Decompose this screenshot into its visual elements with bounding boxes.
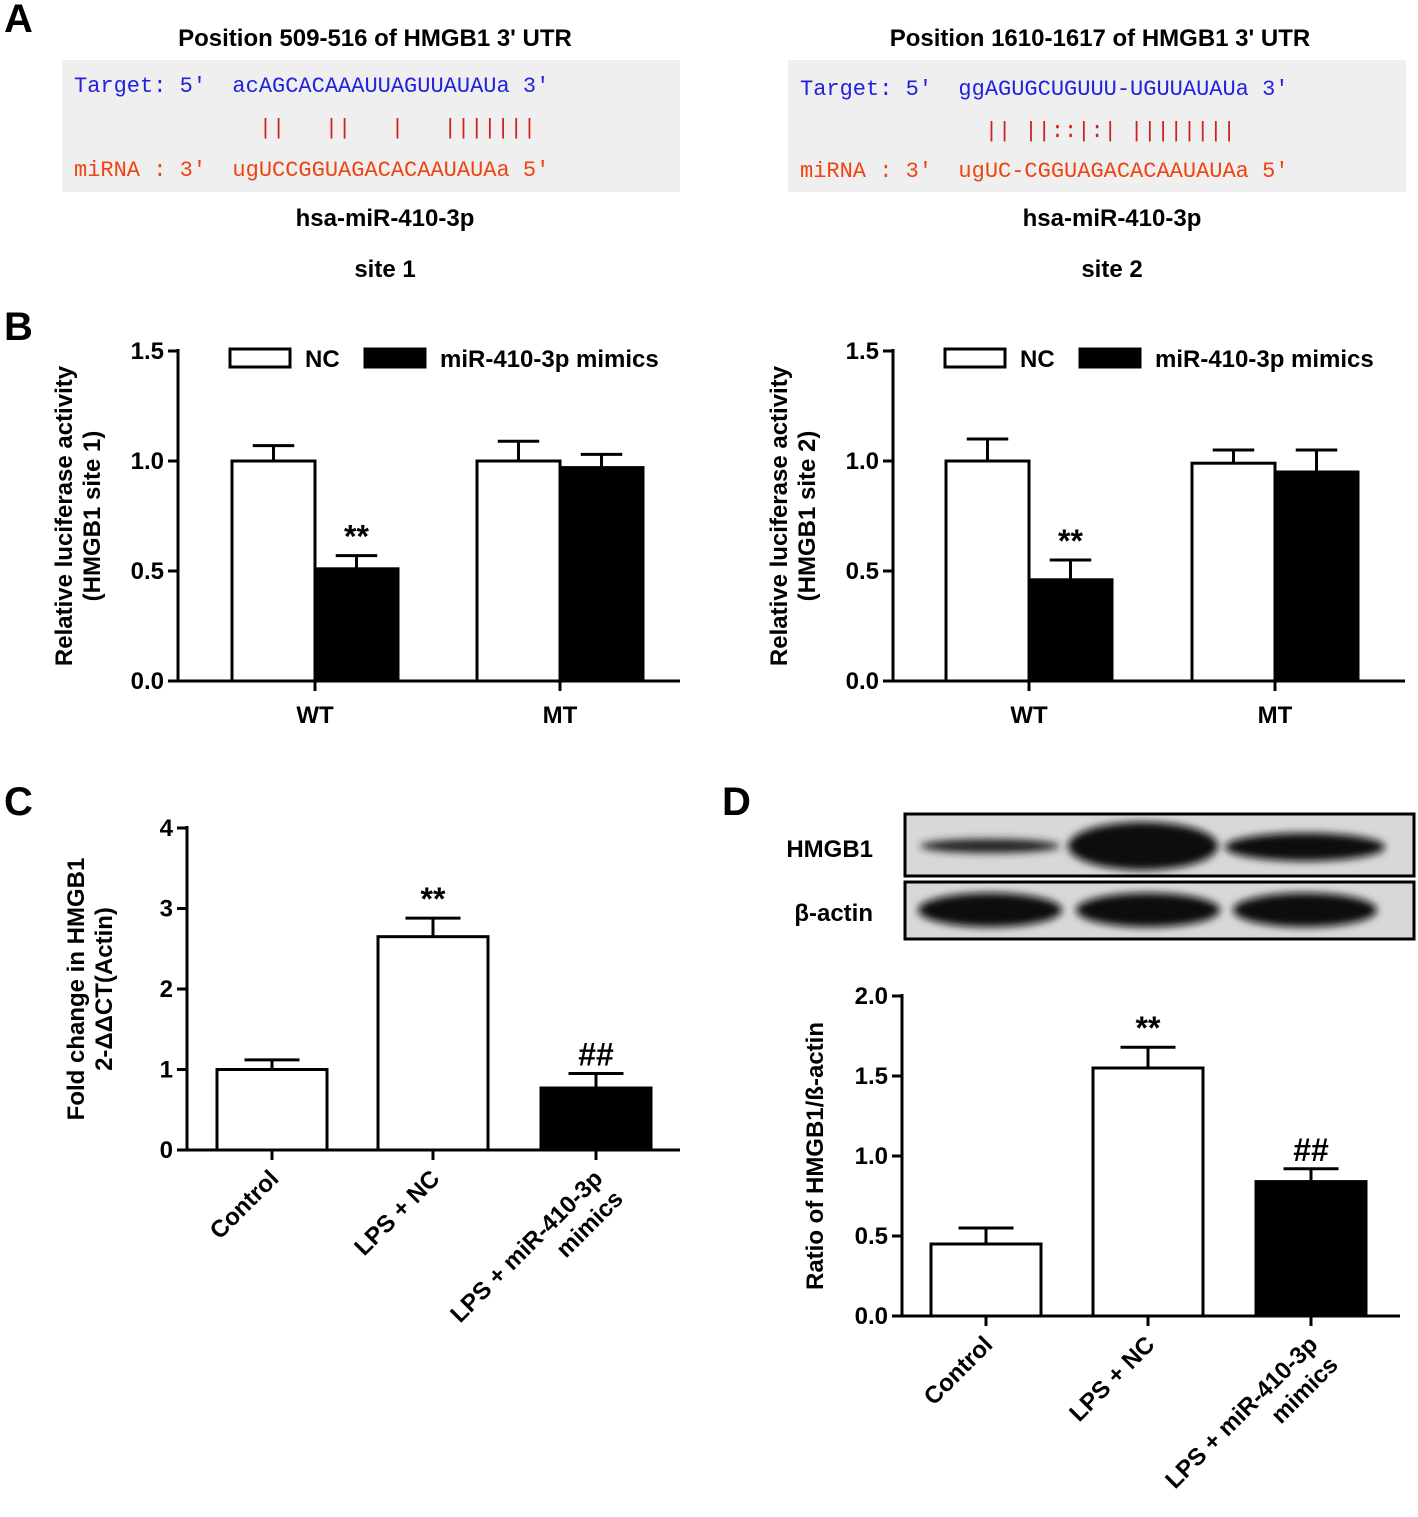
significance-label: **: [421, 881, 446, 917]
y-axis-label: Relative luciferase activity: [51, 365, 78, 666]
bar: [376, 935, 490, 1152]
significance-label: ##: [1293, 1132, 1329, 1168]
alignment-title: Position 1610-1617 of HMGB1 3' UTR: [890, 25, 1310, 52]
x-tick-label: MT: [543, 702, 578, 729]
y-tick-label: 1.5: [131, 338, 164, 365]
x-tick-label: WT: [296, 702, 334, 729]
y-axis-label: (HMGB1 site 1): [79, 431, 106, 602]
x-tick-label: Control: [919, 1331, 998, 1410]
legend-swatch: [943, 347, 1007, 369]
bar: [944, 459, 1031, 683]
y-tick-label: 0.5: [131, 558, 164, 585]
legend-label: miR-410-3p mimics: [1155, 346, 1374, 373]
error-bar: [580, 452, 623, 468]
blot-label: β-actin: [794, 900, 873, 927]
error-bar: [1295, 448, 1338, 472]
target-seq: Target: 5' acAGCACAAAUUAGUUAUAUa 3': [74, 74, 549, 99]
error-bar: [958, 1226, 1014, 1244]
panel-label: B: [4, 305, 33, 349]
legend-swatch: [1078, 347, 1142, 369]
x-tick-label: LPS + miR-410-3pmimics: [1160, 1331, 1343, 1514]
y-tick-label: 1.0: [131, 448, 164, 475]
x-tick-label: WT: [1010, 702, 1048, 729]
bar: [539, 1086, 653, 1152]
y-tick-label: 4: [160, 815, 174, 842]
error-bar: [244, 1058, 300, 1070]
bar: [1273, 470, 1360, 683]
error-bar: [1212, 448, 1255, 464]
x-tick-label: MT: [1258, 702, 1293, 729]
legend-label: NC: [1020, 346, 1055, 373]
x-tick-label: LPS + NC: [349, 1165, 445, 1261]
y-tick-label: 1: [160, 1057, 173, 1084]
target-seq: Target: 5' ggAGUGCUGUUU-UGUUAUAUa 3': [800, 77, 1288, 102]
y-axis-label: Ratio of HMGB1/ß-actin: [802, 1022, 829, 1290]
bar: [1027, 578, 1114, 683]
y-tick-label: 1.0: [855, 1143, 888, 1170]
alignment-box: [62, 60, 680, 192]
alignment-title: Position 509-516 of HMGB1 3' UTR: [178, 25, 572, 52]
error-bar: [1120, 1045, 1176, 1068]
y-axis-label: Relative luciferase activity: [766, 365, 793, 666]
y-axis-label: (HMGB1 site 2): [794, 431, 821, 602]
pairing: || || | |||||||: [74, 116, 536, 141]
significance-label: **: [1058, 523, 1083, 559]
alignment-box: [788, 60, 1406, 192]
pairing: || ||::|:| ||||||||: [800, 119, 1236, 144]
bar: [929, 1242, 1043, 1318]
y-tick-label: 2: [160, 976, 173, 1003]
x-tick-label: LPS + NC: [1064, 1331, 1160, 1427]
y-tick-label: 0.5: [846, 558, 879, 585]
y-tick-label: 3: [160, 896, 173, 923]
error-bar: [1283, 1167, 1339, 1182]
y-tick-label: 0.0: [131, 668, 164, 695]
error-bar: [335, 554, 378, 569]
y-tick-label: 2.0: [855, 983, 888, 1010]
panel-label: C: [4, 780, 33, 824]
bar: [1254, 1180, 1368, 1318]
legend-swatch: [228, 347, 292, 369]
bar: [475, 459, 562, 683]
panel-label: D: [722, 780, 751, 824]
legend-swatch: [363, 347, 427, 369]
blot-label: HMGB1: [786, 836, 873, 863]
mirna-seq: miRNA : 3' ugUCCGGUAGACACAAUAUAa 5': [74, 158, 549, 183]
mirna-seq: miRNA : 3' ugUC-CGGUAGACACAAUAUAa 5': [800, 159, 1288, 184]
y-tick-label: 0: [160, 1137, 173, 1164]
error-bar: [1049, 558, 1092, 580]
y-axis-label: Fold change in HMGB1: [63, 858, 90, 1121]
error-bar: [966, 437, 1009, 461]
mirna-name: hsa-miR-410-3p: [1023, 205, 1202, 232]
error-bar: [405, 916, 461, 937]
x-tick-label: LPS + miR-410-3pmimics: [445, 1165, 628, 1348]
error-bar: [252, 444, 295, 461]
y-tick-label: 1.5: [855, 1063, 888, 1090]
legend-label: NC: [305, 346, 340, 373]
y-tick-label: 1.5: [846, 338, 879, 365]
y-tick-label: 1.0: [846, 448, 879, 475]
significance-label: **: [344, 519, 369, 555]
error-bar: [568, 1072, 624, 1089]
mirna-name: hsa-miR-410-3p: [296, 205, 475, 232]
site-label: site 1: [354, 256, 415, 283]
significance-label: **: [1136, 1010, 1161, 1046]
bar: [215, 1068, 329, 1152]
bar: [558, 466, 645, 683]
y-tick-label: 0.0: [855, 1303, 888, 1330]
legend-label: miR-410-3p mimics: [440, 346, 659, 373]
x-tick-label: Control: [205, 1165, 284, 1244]
y-tick-label: 0.5: [855, 1223, 888, 1250]
site-label: site 2: [1081, 256, 1142, 283]
blot-bands: [918, 822, 1385, 927]
error-bar: [497, 439, 540, 461]
bar: [1091, 1066, 1205, 1318]
significance-label: ##: [578, 1037, 614, 1073]
panel-label: A: [4, 0, 33, 41]
bar: [230, 459, 317, 683]
y-tick-label: 0.0: [846, 668, 879, 695]
bar: [1190, 461, 1277, 683]
y-axis-label: 2-ΔΔCT(Actin): [91, 907, 118, 1071]
bar: [313, 567, 400, 683]
